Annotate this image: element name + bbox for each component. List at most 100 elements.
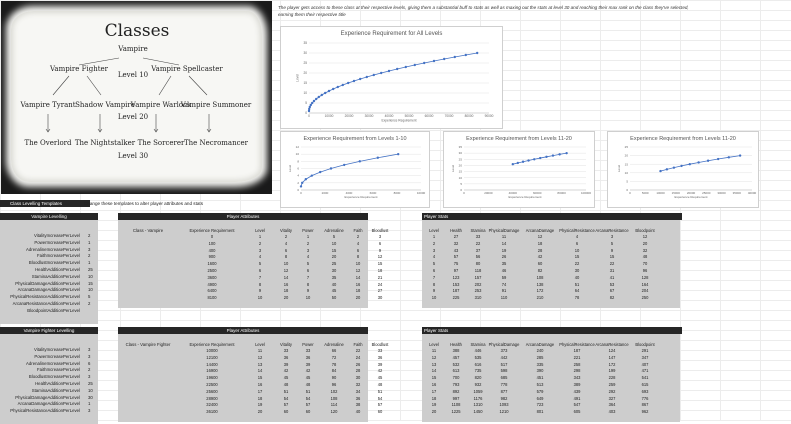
stat-cell[interactable]: 108 xyxy=(536,274,544,280)
stat-cell[interactable]: 48 xyxy=(642,254,648,260)
increase-value[interactable]: 10 xyxy=(88,273,93,279)
attr-cell[interactable]: 7 xyxy=(306,274,310,280)
attr-cell[interactable]: 6400 xyxy=(207,288,217,294)
attr-cell[interactable]: 6 xyxy=(356,247,360,253)
attr-cell[interactable]: 39 xyxy=(305,361,311,367)
stat-cell[interactable]: 693 xyxy=(641,388,649,394)
stat-cell[interactable]: 46 xyxy=(501,268,507,273)
attr-cell[interactable]: 22500 xyxy=(206,382,218,387)
stat-cell[interactable]: 11 xyxy=(501,234,507,239)
stat-cell[interactable]: 292 xyxy=(608,388,616,394)
stat-cell[interactable]: 649 xyxy=(536,395,544,401)
stat-cell[interactable]: 12 xyxy=(537,234,543,239)
attr-cell[interactable]: 1600 xyxy=(207,261,217,267)
attr-cell[interactable]: 114 xyxy=(330,402,338,408)
stat-cell[interactable]: 32 xyxy=(642,247,648,253)
stat-cell[interactable]: 615 xyxy=(641,382,649,387)
stat-cell[interactable]: 82 xyxy=(537,268,543,273)
stat-cell[interactable]: 82 xyxy=(609,295,615,301)
attr-cell[interactable]: 36 xyxy=(283,354,289,360)
stat-cell[interactable]: 20 xyxy=(642,240,648,246)
attr-cell[interactable]: 5 xyxy=(258,261,262,267)
stat-cell[interactable]: 364 xyxy=(608,402,616,408)
attr-cell[interactable]: 72 xyxy=(331,354,337,360)
stat-cell[interactable]: 327 xyxy=(608,395,616,401)
attr-cell[interactable]: 9 xyxy=(378,247,382,253)
attr-cell[interactable]: 8 xyxy=(258,281,262,287)
increase-value[interactable]: 2 xyxy=(88,233,91,238)
stat-cell[interactable]: 1 xyxy=(432,234,436,239)
attr-cell[interactable]: 12 xyxy=(355,268,361,273)
increase-value[interactable]: 3 xyxy=(88,374,91,380)
stat-cell[interactable]: 335 xyxy=(536,361,544,367)
attr-cell[interactable]: 2 xyxy=(258,240,262,246)
stat-cell[interactable]: 778 xyxy=(500,382,508,387)
increase-value[interactable]: 25 xyxy=(88,381,93,386)
attr-cell[interactable]: 100 xyxy=(208,240,216,246)
attr-cell[interactable]: 8 xyxy=(306,281,310,287)
stat-cell[interactable]: 1176 xyxy=(473,395,483,401)
stat-cell[interactable]: 60 xyxy=(537,261,543,267)
stat-cell[interactable]: 22 xyxy=(609,261,615,267)
stat-cell[interactable]: 56 xyxy=(475,254,481,260)
stat-cell[interactable]: 91 xyxy=(501,288,507,294)
stat-cell[interactable]: 605 xyxy=(573,409,581,415)
attr-cell[interactable]: 57 xyxy=(283,402,289,408)
attr-cell[interactable]: 54 xyxy=(377,395,383,401)
stat-cell[interactable]: 57 xyxy=(453,254,459,260)
stat-cell[interactable]: 258 xyxy=(573,361,581,367)
stat-cell[interactable]: 26 xyxy=(501,254,507,260)
stat-cell[interactable]: 15 xyxy=(574,254,580,260)
stat-cell[interactable]: 451 xyxy=(536,375,544,381)
stat-cell[interactable]: 547 xyxy=(573,402,581,408)
stat-cell[interactable]: 532 xyxy=(452,361,460,367)
increase-value[interactable]: 10 xyxy=(88,287,93,293)
stat-cell[interactable]: 801 xyxy=(536,409,544,415)
attr-cell[interactable]: 10 xyxy=(355,261,361,267)
stat-cell[interactable]: 6 xyxy=(575,240,579,246)
attr-cell[interactable]: 5 xyxy=(306,261,310,267)
attr-cell[interactable]: 6 xyxy=(284,247,288,253)
stat-cell[interactable]: 541 xyxy=(641,375,649,381)
attr-cell[interactable]: 18 xyxy=(355,288,361,294)
attr-cell[interactable]: 18 xyxy=(283,288,289,294)
stat-cell[interactable]: 439 xyxy=(573,388,581,394)
attr-cell[interactable]: 26 xyxy=(355,361,361,367)
attr-cell[interactable]: 20 xyxy=(331,254,337,260)
stat-cell[interactable]: 17 xyxy=(431,388,437,394)
attr-cell[interactable]: 32 xyxy=(355,382,361,387)
attr-cell[interactable]: 25600 xyxy=(206,388,218,394)
attr-cell[interactable]: 48 xyxy=(305,382,311,387)
stat-cell[interactable]: 7 xyxy=(432,274,436,280)
increase-value[interactable]: 6 xyxy=(88,360,91,366)
attr-cell[interactable]: 36 xyxy=(355,395,361,401)
attr-cell[interactable]: 90 xyxy=(331,375,337,381)
attr-cell[interactable]: 30 xyxy=(331,268,337,273)
attr-cell[interactable]: 14400 xyxy=(206,361,218,367)
stat-cell[interactable]: 10 xyxy=(431,295,437,301)
attr-cell[interactable]: 4 xyxy=(284,240,288,246)
stat-cell[interactable]: 202 xyxy=(474,281,482,287)
stat-cell[interactable]: 1093 xyxy=(499,402,509,408)
stat-cell[interactable]: 19 xyxy=(501,247,507,253)
attr-cell[interactable]: 102 xyxy=(330,388,338,394)
attr-cell[interactable]: 14 xyxy=(283,274,289,280)
attr-cell[interactable]: 48 xyxy=(283,382,289,387)
stat-cell[interactable]: 13 xyxy=(431,361,437,367)
stat-cell[interactable]: 291 xyxy=(641,348,649,353)
attr-cell[interactable]: 2 xyxy=(306,240,310,246)
attr-cell[interactable]: 22 xyxy=(355,348,361,353)
stat-cell[interactable]: 138 xyxy=(536,281,544,287)
stat-cell[interactable]: 22 xyxy=(574,261,580,267)
stat-cell[interactable]: 64 xyxy=(574,288,580,294)
stat-cell[interactable]: 16 xyxy=(431,382,437,387)
stat-cell[interactable]: 579 xyxy=(536,388,544,394)
stat-cell[interactable]: 22 xyxy=(475,240,481,246)
stat-cell[interactable]: 11 xyxy=(431,348,437,353)
attr-cell[interactable]: 10 xyxy=(257,295,263,301)
attr-cell[interactable]: 20 xyxy=(283,295,289,301)
attr-cell[interactable]: 15 xyxy=(257,375,263,381)
attr-cell[interactable]: 4 xyxy=(356,240,360,246)
stat-cell[interactable]: 20 xyxy=(431,409,437,415)
stat-cell[interactable]: 35 xyxy=(501,261,507,267)
